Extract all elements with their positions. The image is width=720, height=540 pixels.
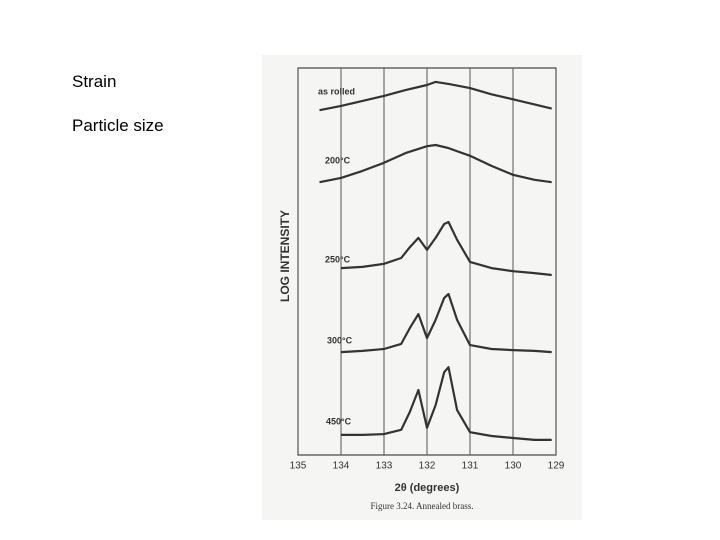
bullet: Particle size [72, 116, 164, 135]
xrd-curve [341, 366, 552, 441]
caption: Figure 3.24. Annealed brass. [371, 501, 474, 511]
curve-label: 200°C [325, 155, 351, 165]
x-tick-label: 130 [505, 461, 522, 472]
y-axis-label: LOG INTENSITY [278, 210, 292, 302]
bullet: Strain [72, 72, 117, 91]
x-tick-label: 131 [462, 461, 479, 472]
figure-background [262, 55, 582, 520]
x-axis-label: 2θ (degrees) [395, 482, 460, 494]
curve-label: 450°C [326, 416, 352, 426]
xrd-curve [319, 143, 552, 184]
xrd-curve [340, 220, 552, 277]
x-tick-label: 132 [419, 461, 436, 472]
x-tick-label: 134 [333, 461, 350, 472]
xrd-curve [319, 80, 552, 112]
x-tick-label: 133 [376, 461, 393, 472]
curve-label: 250°C [325, 254, 351, 264]
x-tick-label: 135 [290, 461, 307, 472]
xrd-curve [340, 292, 552, 354]
curve-label: as rolled [318, 86, 355, 96]
x-tick-label: 129 [548, 461, 565, 472]
curve-label: 300°C [327, 335, 353, 345]
